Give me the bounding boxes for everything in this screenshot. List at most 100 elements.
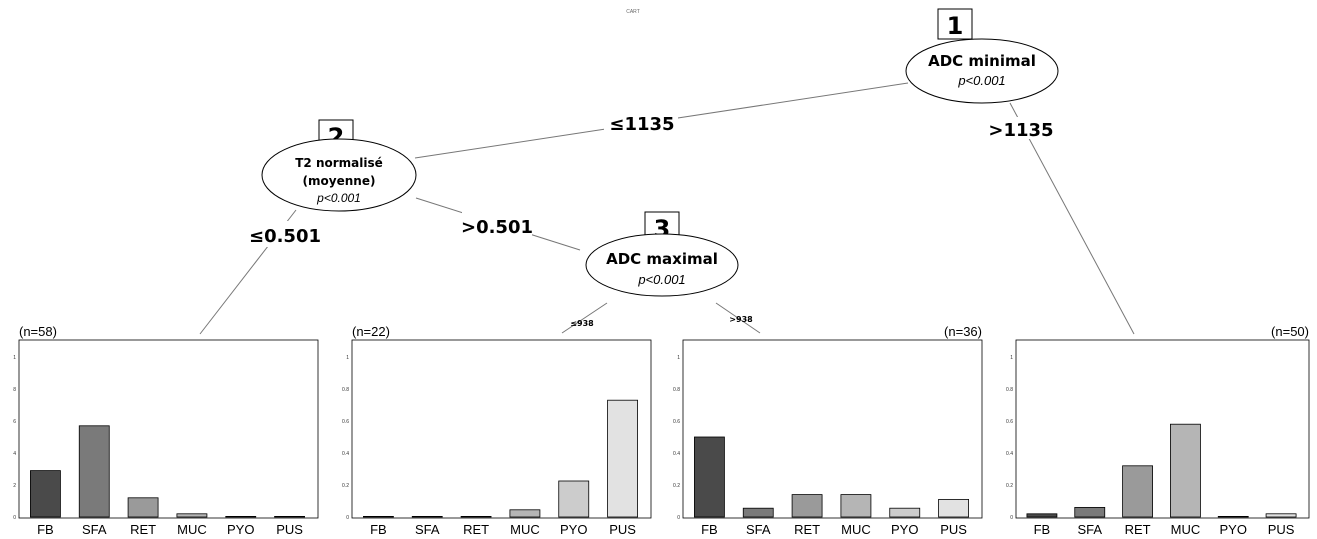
y-tick-label: 0.2: [342, 483, 349, 489]
bar-muc: [176, 513, 208, 518]
bar-sfa: [411, 516, 443, 518]
leaf-panels: (n=58) 0 2 4 6 8 1 FB SFA RET MUC PYO PUS (n=22) 0 0.2 0…: [13, 324, 1310, 537]
node-1-label: ADC minimal: [928, 52, 1036, 70]
node-1-ellipse: [905, 38, 1059, 104]
leaf-chart-frame: [682, 339, 983, 519]
bar-muc: [840, 494, 872, 518]
category-label: MUC: [841, 522, 871, 537]
bar-ret: [127, 497, 159, 518]
bar-pyo: [225, 516, 257, 518]
category-label: FB: [701, 522, 718, 537]
node-1-pvalue: p<0.001: [957, 73, 1005, 88]
node-1-number-box: [937, 8, 973, 40]
category-label: PUS: [276, 522, 303, 537]
bar-sfa: [78, 425, 110, 518]
y-tick-label: 0.2: [1006, 483, 1013, 489]
category-label: MUC: [1171, 522, 1201, 537]
category-label: RET: [130, 522, 156, 537]
y-tick-label: 0.4: [342, 451, 349, 457]
category-label: RET: [463, 522, 489, 537]
y-tick-label: 0.6: [673, 419, 680, 425]
y-tick-label: 0: [1010, 515, 1013, 521]
bar-sfa: [1074, 506, 1106, 518]
category-label: MUC: [510, 522, 540, 537]
leaf-chart-1: (n=58) 0 2 4 6 8 1 FB SFA RET MUC PYO PUS: [13, 324, 319, 537]
y-tick-label: 4: [13, 451, 16, 457]
category-label: RET: [1125, 522, 1151, 537]
leaf-n-label: (n=58): [19, 324, 57, 339]
category-label: SFA: [82, 522, 107, 537]
y-tick-label: 1: [677, 355, 680, 361]
leaf-chart-frame: [1015, 339, 1310, 519]
y-tick-label: 0.8: [673, 387, 680, 393]
category-label: PUS: [940, 522, 967, 537]
category-label: PYO: [1220, 522, 1247, 537]
bar-pus: [938, 498, 969, 518]
bar-pyo: [1217, 516, 1249, 518]
category-label: PUS: [609, 522, 636, 537]
node-2-ellipse: [261, 138, 417, 212]
bar-pyo: [889, 507, 921, 518]
edge-label-n2-left: ≤0.501: [249, 226, 321, 247]
node-2-pvalue: p<0.001: [316, 191, 361, 205]
node-3: 3 ADC maximal p<0.001: [585, 211, 739, 297]
node-1-number: 1: [947, 12, 964, 40]
category-label: PYO: [891, 522, 918, 537]
edge-label-n1-left: ≤1135: [609, 114, 674, 135]
edge-label-n3-left: ≤938: [570, 319, 594, 328]
bar-ret: [460, 516, 492, 518]
category-label: RET: [794, 522, 820, 537]
leaf-chart-4: (n=50) 0 0.2 0.4 0.6 0.8 1 FB SFA RET MUC PYO PUS: [1006, 324, 1310, 537]
leaf-n-label: (n=22): [352, 324, 390, 339]
bar-fb: [1026, 513, 1058, 518]
node-2-label-line1: T2 normalisé: [295, 156, 383, 170]
y-tick-label: 1: [1010, 355, 1013, 361]
leaf-chart-frame: [18, 339, 319, 519]
category-label: FB: [37, 522, 54, 537]
bar-pus: [1265, 513, 1297, 518]
bar-fb: [363, 516, 394, 518]
category-label: MUC: [177, 522, 207, 537]
category-label: PYO: [560, 522, 587, 537]
leaf-n-label: (n=36): [944, 324, 982, 339]
y-tick-label: 0: [13, 515, 16, 521]
edge-3-to-leaf3: [715, 302, 761, 334]
leaf-n-label: (n=50): [1271, 324, 1309, 339]
y-tick-label: 0.6: [342, 419, 349, 425]
y-tick-label: 0.2: [673, 483, 680, 489]
category-label: FB: [1034, 522, 1051, 537]
node-2-label-line2: (moyenne): [303, 174, 376, 188]
bar-sfa: [742, 507, 774, 518]
y-tick-label: 0.4: [1006, 451, 1013, 457]
y-tick-label: 0.4: [673, 451, 680, 457]
y-tick-label: 0.6: [1006, 419, 1013, 425]
y-tick-label: 0.8: [342, 387, 349, 393]
category-label: SFA: [415, 522, 440, 537]
category-label: FB: [370, 522, 387, 537]
category-label: SFA: [746, 522, 771, 537]
bar-pus: [607, 399, 638, 518]
bar-pus: [274, 516, 305, 518]
y-tick-label: 1: [13, 355, 16, 361]
bar-muc: [1170, 423, 1201, 518]
leaf-chart-2: (n=22) 0 0.2 0.4 0.6 0.8 1 FB SFA RET MUC PYO PUS: [342, 324, 652, 537]
node-2: 2 T2 normalisé (moyenne) p<0.001: [261, 119, 417, 212]
y-tick-label: 0: [346, 515, 349, 521]
edge-labels: ≤1135 >1135 ≤0.501 >0.501 ≤938 >938: [248, 111, 1054, 328]
y-tick-label: 1: [346, 355, 349, 361]
leaf-chart-3: (n=36) 0 0.2 0.4 0.6 0.8 1 FB SFA RET MUC PYO PUS: [673, 324, 983, 537]
category-label: PYO: [227, 522, 254, 537]
node-1: 1 ADC minimal p<0.001: [905, 8, 1059, 104]
node-3-ellipse: [585, 233, 739, 297]
bar-fb: [30, 470, 61, 518]
leaf-chart-frame: [351, 339, 652, 519]
y-tick-label: 6: [13, 419, 16, 425]
edge-label-n2-right: >0.501: [461, 217, 533, 238]
bar-ret: [791, 494, 823, 518]
y-tick-label: 8: [13, 387, 16, 393]
y-tick-label: 0.8: [1006, 387, 1013, 393]
y-tick-label: 0: [677, 515, 680, 521]
category-label: SFA: [1077, 522, 1102, 537]
y-tick-label: 2: [13, 483, 16, 489]
bar-fb: [694, 436, 725, 518]
